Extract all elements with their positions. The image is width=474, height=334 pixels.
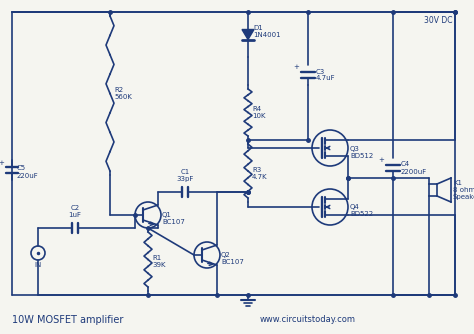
Text: K1
8 ohm
Speaker: K1 8 ohm Speaker xyxy=(453,180,474,200)
Text: R3
4.7K: R3 4.7K xyxy=(252,167,268,180)
Text: +: + xyxy=(0,160,4,166)
Text: 10W MOSFET amplifier: 10W MOSFET amplifier xyxy=(12,315,123,325)
Polygon shape xyxy=(242,29,254,39)
Text: 30V DC: 30V DC xyxy=(425,16,453,25)
Text: Q1
BC107: Q1 BC107 xyxy=(162,212,185,225)
Text: C2
1uF: C2 1uF xyxy=(69,205,82,218)
Text: www.circuitstoday.com: www.circuitstoday.com xyxy=(260,316,356,325)
Text: C4
2200uF: C4 2200uF xyxy=(401,162,427,174)
Text: Q3
BD512: Q3 BD512 xyxy=(350,146,373,159)
Text: Q4
BD522: Q4 BD522 xyxy=(350,204,373,217)
Text: Q2
BC107: Q2 BC107 xyxy=(221,253,244,266)
Text: R2
560K: R2 560K xyxy=(114,87,132,100)
Text: C5
220uF: C5 220uF xyxy=(17,166,39,178)
Text: R1
39K: R1 39K xyxy=(152,255,165,268)
Text: +: + xyxy=(293,64,299,70)
Text: R4
10K: R4 10K xyxy=(252,106,265,119)
Text: +: + xyxy=(378,157,384,163)
Text: IN: IN xyxy=(35,262,42,268)
Text: C1
33pF: C1 33pF xyxy=(176,169,194,182)
Text: C3
4.7uF: C3 4.7uF xyxy=(316,68,336,81)
Text: D1
1N4001: D1 1N4001 xyxy=(253,25,281,38)
